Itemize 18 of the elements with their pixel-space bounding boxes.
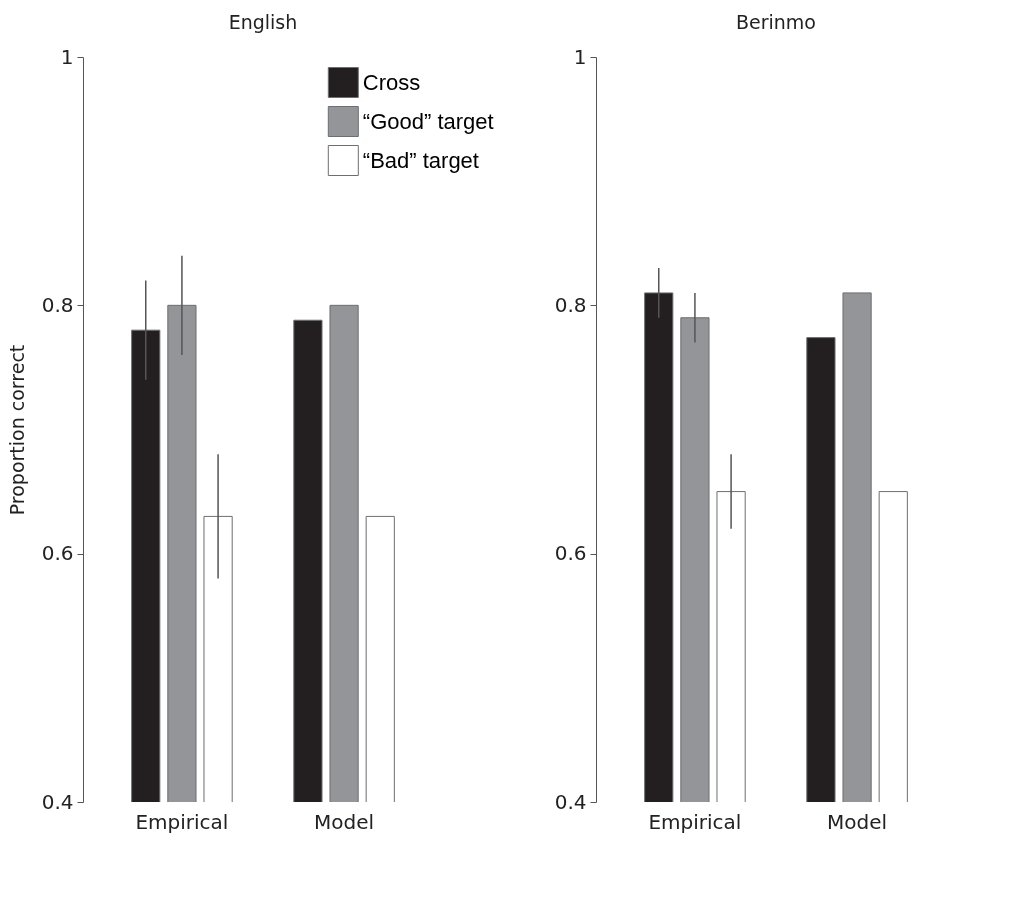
- x-tick-label: Model: [827, 809, 888, 834]
- y-axis-title: Proportion correct: [5, 344, 28, 516]
- y-tick-label: 1: [60, 44, 74, 69]
- chart-title: English: [228, 11, 298, 33]
- y-tick-label: 0.6: [554, 541, 587, 566]
- x-tick-label: Model: [314, 809, 375, 834]
- legend-label: Cross: [362, 69, 421, 95]
- legend-label: “Good” target: [362, 108, 494, 134]
- y-tick-label: 0.4: [41, 789, 74, 814]
- y-tick-label: 1: [573, 44, 587, 69]
- legend-label: “Bad” target: [362, 147, 479, 173]
- chart-title: Berinmo: [736, 11, 816, 33]
- y-tick-label: 0.6: [41, 541, 74, 566]
- y-tick-label: 0.8: [554, 292, 587, 317]
- y-tick-label: 0.8: [41, 292, 74, 317]
- x-tick-label: Empirical: [648, 809, 742, 834]
- x-tick-label: Empirical: [135, 809, 229, 834]
- y-tick-label: 0.4: [554, 789, 587, 814]
